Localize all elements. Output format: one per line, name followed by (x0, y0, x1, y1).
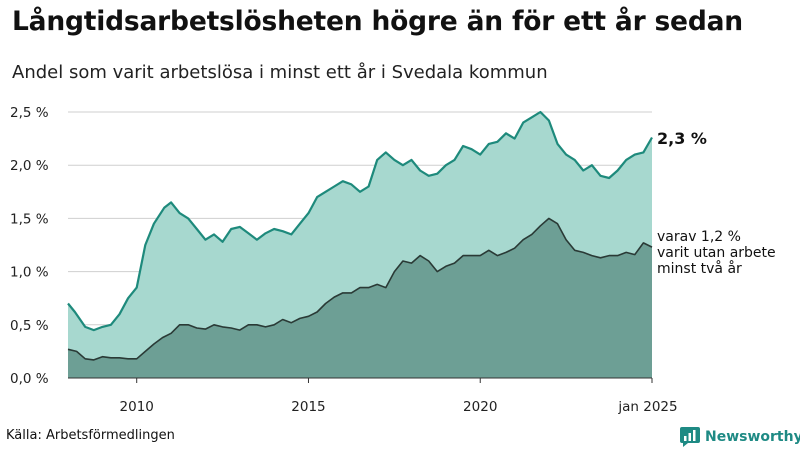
x-tick-label: 2020 (463, 399, 497, 415)
y-tick-label: 0,5 % (10, 318, 49, 334)
total-line (67, 110, 653, 332)
x-tick-label: 2010 (120, 399, 154, 415)
y-tick-label: 1,5 % (10, 211, 49, 227)
logo-text: Newsworthy (705, 429, 800, 445)
y-tick-label: 1,0 % (10, 265, 49, 281)
x-tick-label: jan 2025 (617, 399, 677, 415)
sub-area (68, 218, 652, 378)
sub-end-label-line: varit utan arbete (657, 245, 776, 261)
y-tick-label: 0,0 % (10, 371, 49, 387)
sub-end-label-line: varav 1,2 % (657, 229, 741, 245)
source-note: Källa: Arbetsförmedlingen (6, 428, 175, 443)
chart-title: Långtidsarbetslösheten högre än för ett … (12, 6, 743, 37)
axes: 0,0 % 0,5 % 1,0 % 1,5 % 2,0 % 2,5 % 2010 2015 20… (10, 105, 678, 415)
x-tick-label: 2015 (291, 399, 325, 415)
y-tick-label: 2,0 % (10, 158, 49, 174)
newsworthy-logo: Newsworthy (680, 427, 800, 447)
sub-end-label-line: minst två år (657, 260, 742, 277)
chart-subtitle: Andel som varit arbetslösa i minst ett å… (12, 62, 548, 83)
y-tick-label: 2,5 % (10, 105, 49, 121)
sub-line (67, 217, 653, 361)
chart-logo-icon (680, 427, 700, 447)
chart-areas (67, 110, 653, 378)
total-end-label: 2,3 % (657, 129, 707, 148)
